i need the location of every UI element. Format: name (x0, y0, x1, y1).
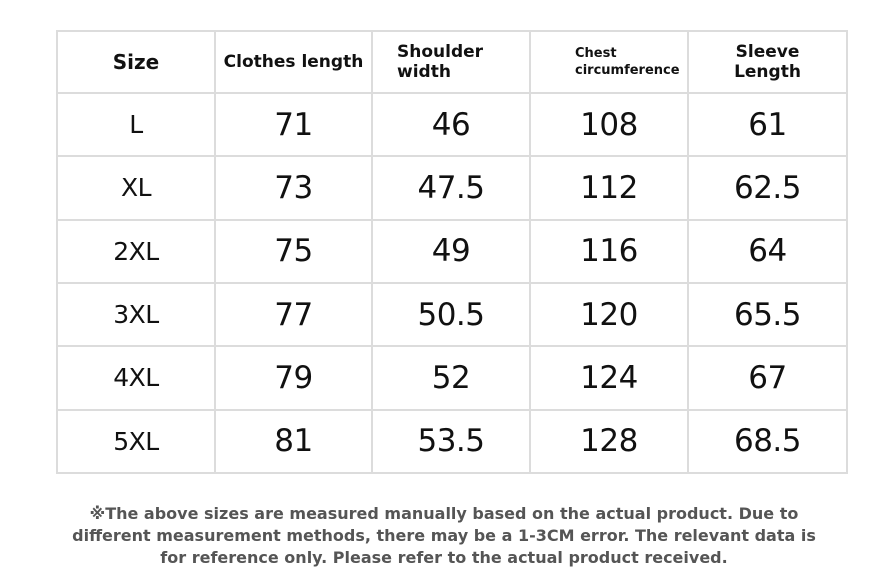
shoulder-width-cell: 52 (371, 345, 531, 411)
size-chart-table: Size Clothes length Shoulder width Chest… (56, 30, 848, 475)
header-sleeve-length: Sleeve Length (687, 30, 848, 94)
clothes-length-cell: 81 (214, 408, 373, 475)
sleeve-cell: 64 (687, 218, 848, 284)
header-chest-line1: Chest (575, 46, 617, 61)
shoulder-width-cell: 49 (371, 218, 531, 284)
header-chest-line2: circumference (575, 63, 680, 78)
header-chest-circumference: Chest circumference (529, 30, 689, 94)
header-shoulder-width-line1: Shoulder (397, 42, 484, 62)
size-cell: 3XL (56, 281, 216, 348)
header-sleeve-line1: Sleeve (735, 42, 800, 62)
table-row: 5XL 81 53.5 128 68.5 (56, 408, 848, 475)
chest-cell: 116 (529, 218, 689, 284)
shoulder-width-cell: 50.5 (371, 281, 531, 348)
header-clothes-length-label: Clothes length (223, 52, 364, 72)
header-size-label: Size (112, 50, 160, 74)
note-line-1: ※The above sizes are measured manually b… (89, 504, 799, 523)
header-clothes-length: Clothes length (214, 30, 373, 94)
table-row: 4XL 79 52 124 67 (56, 345, 848, 411)
size-cell: 4XL (56, 345, 216, 411)
table-row: XL 73 47.5 112 62.5 (56, 155, 848, 221)
header-shoulder-width-line2: width (397, 62, 451, 82)
sleeve-cell: 65.5 (687, 281, 848, 348)
chest-cell: 112 (529, 155, 689, 221)
clothes-length-cell: 75 (214, 218, 373, 284)
sleeve-cell: 62.5 (687, 155, 848, 221)
shoulder-width-cell: 47.5 (371, 155, 531, 221)
size-cell: L (56, 91, 216, 158)
size-cell: 2XL (56, 218, 216, 284)
shoulder-width-cell: 53.5 (371, 408, 531, 475)
chest-cell: 120 (529, 281, 689, 348)
header-shoulder-width: Shoulder width (371, 30, 531, 94)
chest-cell: 108 (529, 91, 689, 158)
chest-cell: 124 (529, 345, 689, 411)
note-line-3: for reference only. Please refer to the … (160, 548, 728, 567)
sleeve-cell: 61 (687, 91, 848, 158)
table-row: 3XL 77 50.5 120 65.5 (56, 281, 848, 348)
shoulder-width-cell: 46 (371, 91, 531, 158)
size-cell: 5XL (56, 408, 216, 475)
size-chart-body: L 71 46 108 61 XL 73 47.5 112 62.5 2XL 7… (56, 91, 848, 475)
clothes-length-cell: 73 (214, 155, 373, 221)
header-size: Size (56, 30, 216, 94)
measurement-note: ※The above sizes are measured manually b… (40, 503, 848, 569)
size-cell: XL (56, 155, 216, 221)
size-chart-header: Size Clothes length Shoulder width Chest… (56, 30, 848, 94)
sleeve-cell: 67 (687, 345, 848, 411)
clothes-length-cell: 71 (214, 91, 373, 158)
note-line-2: different measurement methods, there may… (72, 526, 816, 545)
sleeve-cell: 68.5 (687, 408, 848, 475)
table-row: 2XL 75 49 116 64 (56, 218, 848, 284)
header-row: Size Clothes length Shoulder width Chest… (56, 30, 848, 94)
clothes-length-cell: 77 (214, 281, 373, 348)
clothes-length-cell: 79 (214, 345, 373, 411)
table-row: L 71 46 108 61 (56, 91, 848, 158)
header-sleeve-line2: Length (734, 62, 801, 82)
chest-cell: 128 (529, 408, 689, 475)
